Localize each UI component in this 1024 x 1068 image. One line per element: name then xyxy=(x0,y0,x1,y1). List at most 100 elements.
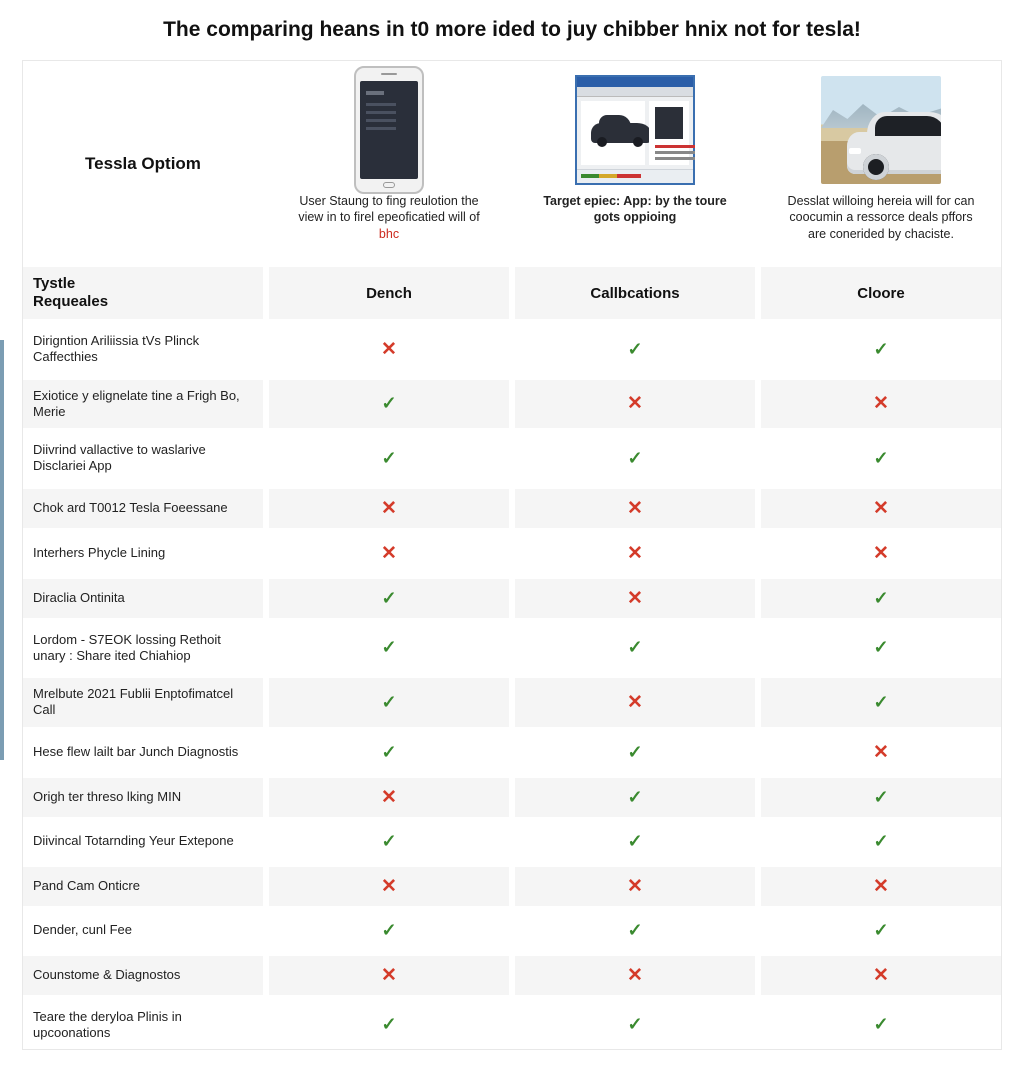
cross-icon: ✕ xyxy=(873,875,889,898)
check-icon: ✓ xyxy=(873,588,888,609)
feature-cell: ✓ xyxy=(269,823,509,861)
cross-icon: ✕ xyxy=(873,964,889,987)
feature-cell: ✕ xyxy=(515,956,755,995)
feature-cell: ✓ xyxy=(269,733,509,772)
check-icon: ✓ xyxy=(627,831,642,852)
feature-cell: ✕ xyxy=(761,867,1001,906)
feature-cell: ✕ xyxy=(269,956,509,995)
row-label: Dender, cunl Fee xyxy=(23,912,263,950)
car-illustration xyxy=(821,75,941,185)
feature-cell: ✕ xyxy=(269,867,509,906)
check-icon: ✓ xyxy=(627,742,642,763)
check-icon: ✓ xyxy=(381,393,396,414)
col-caption-2: Desslat willoing hereia will for can coo… xyxy=(781,193,981,242)
row-label: Lordom - S7EOK lossing Rethoit unary : S… xyxy=(23,624,263,673)
feature-cell: ✕ xyxy=(761,380,1001,429)
check-icon: ✓ xyxy=(873,787,888,808)
feature-cell: ✓ xyxy=(269,678,509,727)
software-illustration xyxy=(575,75,695,185)
subheader-1: Callbcations xyxy=(515,267,755,319)
phone-illustration xyxy=(329,75,449,185)
feature-cell: ✕ xyxy=(269,489,509,528)
cross-icon: ✕ xyxy=(627,691,643,714)
row-label: Chok ard T0012 Tesla Foeessane xyxy=(23,489,263,528)
feature-cell: ✓ xyxy=(269,579,509,618)
feature-cell: ✓ xyxy=(269,624,509,673)
feature-cell: ✕ xyxy=(269,325,509,374)
row-label: Pand Cam Onticre xyxy=(23,867,263,906)
check-icon: ✓ xyxy=(873,831,888,852)
feature-cell: ✓ xyxy=(761,778,1001,817)
feature-cell: ✕ xyxy=(515,489,755,528)
check-icon: ✓ xyxy=(627,448,642,469)
check-icon: ✓ xyxy=(381,1014,396,1035)
feature-cell: ✓ xyxy=(515,912,755,950)
feature-cell: ✕ xyxy=(269,534,509,573)
feature-cell: ✓ xyxy=(761,678,1001,727)
feature-cell: ✓ xyxy=(761,624,1001,673)
cross-icon: ✕ xyxy=(873,392,889,415)
corner-label: Tessla Optiom xyxy=(85,154,201,174)
check-icon: ✓ xyxy=(381,920,396,941)
row-label: Origh ter threso lking MIN xyxy=(23,778,263,817)
check-icon: ✓ xyxy=(627,339,642,360)
feature-cell: ✕ xyxy=(515,579,755,618)
feature-cell: ✕ xyxy=(515,678,755,727)
check-icon: ✓ xyxy=(873,920,888,941)
check-icon: ✓ xyxy=(873,448,888,469)
row-label: Exiotice y elignelate tine a Frigh Bo, M… xyxy=(23,380,263,429)
check-icon: ✓ xyxy=(627,637,642,658)
feature-cell: ✓ xyxy=(269,912,509,950)
cross-icon: ✕ xyxy=(381,964,397,987)
check-icon: ✓ xyxy=(381,448,396,469)
feature-cell: ✓ xyxy=(515,325,755,374)
cross-icon: ✕ xyxy=(627,392,643,415)
feature-cell: ✓ xyxy=(269,1001,509,1050)
cross-icon: ✕ xyxy=(873,542,889,565)
cross-icon: ✕ xyxy=(381,338,397,361)
col-head-1: Target epiec: App: by the toure gots opp… xyxy=(515,61,755,261)
row-label: Diraclia Ontinita xyxy=(23,579,263,618)
feature-cell: ✕ xyxy=(761,733,1001,772)
feature-cell: ✓ xyxy=(761,912,1001,950)
check-icon: ✓ xyxy=(873,339,888,360)
row-label: Dirigntion Ariliissia tVs Plinck Caffect… xyxy=(23,325,263,374)
check-icon: ✓ xyxy=(381,588,396,609)
feature-cell: ✓ xyxy=(269,380,509,429)
row-label: Hese flew lailt bar Junch Diagnostis xyxy=(23,733,263,772)
row-label: Interhers Phycle Lining xyxy=(23,534,263,573)
feature-cell: ✓ xyxy=(515,733,755,772)
cross-icon: ✕ xyxy=(627,587,643,610)
subheader-2: Cloore xyxy=(761,267,1001,319)
col-caption-0: User Staung to fing reulotion the view i… xyxy=(289,193,489,242)
col-caption-1: Target epiec: App: by the toure gots opp… xyxy=(535,193,735,226)
feature-cell: ✓ xyxy=(761,1001,1001,1050)
check-icon: ✓ xyxy=(381,692,396,713)
row-label: Mrelbute 2021 Fublii Enptofimatcel Call xyxy=(23,678,263,727)
left-accent-bar xyxy=(0,340,4,760)
comparison-grid: Tessla Optiom User Staung to fing reulot… xyxy=(22,60,1002,1050)
row-label: Diivrind vallactive to waslarive Disclar… xyxy=(23,434,263,483)
row-label: Counstome & Diagnostos xyxy=(23,956,263,995)
cross-icon: ✕ xyxy=(381,786,397,809)
corner-cell: Tessla Optiom xyxy=(23,61,263,261)
comparison-page: The comparing heans in t0 more ided to j… xyxy=(0,0,1024,1068)
check-icon: ✓ xyxy=(381,831,396,852)
feature-cell: ✓ xyxy=(515,434,755,483)
cross-icon: ✕ xyxy=(873,741,889,764)
feature-cell: ✓ xyxy=(761,823,1001,861)
feature-cell: ✓ xyxy=(761,434,1001,483)
check-icon: ✓ xyxy=(381,742,396,763)
feature-cell: ✕ xyxy=(515,534,755,573)
page-title: The comparing heans in t0 more ided to j… xyxy=(22,18,1002,42)
check-icon: ✓ xyxy=(873,637,888,658)
subheader-0: Dench xyxy=(269,267,509,319)
feature-cell: ✓ xyxy=(515,1001,755,1050)
check-icon: ✓ xyxy=(873,1014,888,1035)
feature-cell: ✓ xyxy=(515,823,755,861)
feature-cell: ✕ xyxy=(515,867,755,906)
check-icon: ✓ xyxy=(627,787,642,808)
cross-icon: ✕ xyxy=(627,875,643,898)
check-icon: ✓ xyxy=(627,1014,642,1035)
feature-cell: ✕ xyxy=(761,534,1001,573)
